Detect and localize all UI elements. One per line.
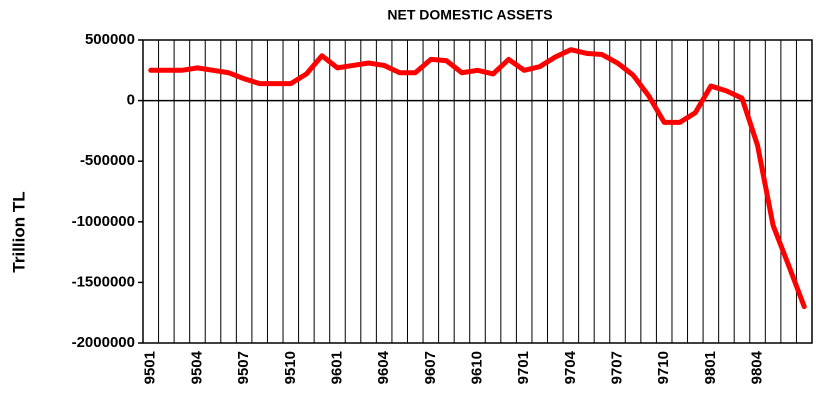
y-tick-label: 500000 — [85, 31, 135, 48]
x-tick-label: 9701 — [515, 351, 532, 384]
y-tick-label: 0 — [127, 92, 135, 109]
x-tick-label: 9604 — [375, 350, 392, 384]
x-tick-label: 9707 — [608, 351, 625, 384]
x-tick-label: 9510 — [282, 351, 299, 384]
x-tick-label: 9507 — [235, 351, 252, 384]
data-line — [148, 47, 807, 310]
x-tick-label: 9607 — [422, 351, 439, 384]
x-tick-label: 9801 — [702, 351, 719, 384]
plot-frame — [142, 39, 813, 344]
x-tick-label: 9504 — [188, 350, 205, 384]
y-axis-title: Trillion TL — [9, 191, 28, 272]
y-tick-label: -500000 — [80, 152, 135, 169]
x-tick-label: 9710 — [655, 351, 672, 384]
x-tick-label: 9501 — [142, 351, 159, 384]
y-tick-label: -1000000 — [72, 213, 135, 230]
chart-title: NET DOMESTIC ASSETS — [387, 7, 552, 23]
x-tick-label: 9601 — [328, 351, 345, 384]
x-tick-label: 9610 — [468, 351, 485, 384]
y-tick-label: -2000000 — [72, 334, 135, 351]
x-tick-label: 9704 — [562, 350, 579, 384]
y-tick-label: -1500000 — [72, 273, 135, 290]
x-tick-label: 9804 — [749, 350, 766, 384]
